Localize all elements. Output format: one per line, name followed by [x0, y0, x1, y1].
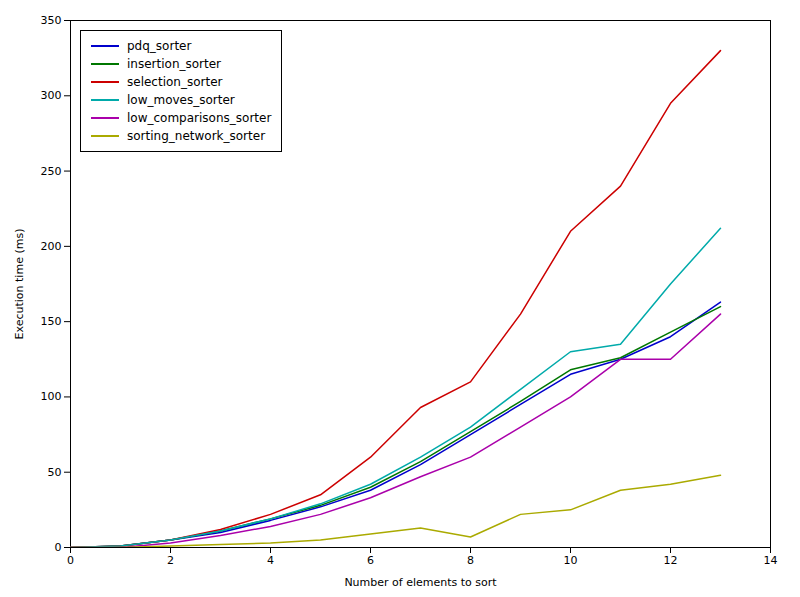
svg-text:2: 2: [167, 554, 174, 567]
svg-text:350: 350: [41, 14, 62, 27]
svg-text:0: 0: [67, 554, 74, 567]
svg-text:Execution time (ms): Execution time (ms): [13, 229, 26, 340]
html-text:insertion_sorter: insertion_sorter: [127, 57, 221, 71]
svg-text:4: 4: [267, 554, 274, 567]
svg-text:8: 8: [467, 554, 474, 567]
html-text:low_comparisons_sorter: low_comparisons_sorter: [127, 111, 272, 125]
svg-text:6: 6: [367, 554, 374, 567]
html-text:sorting_network_sorter: sorting_network_sorter: [127, 129, 266, 143]
html-text:low_moves_sorter: low_moves_sorter: [127, 93, 235, 107]
svg-text:200: 200: [41, 240, 62, 253]
svg-text:100: 100: [41, 390, 62, 403]
svg-text:14: 14: [764, 554, 778, 567]
svg-text:300: 300: [41, 89, 62, 102]
svg-text:250: 250: [41, 165, 62, 178]
html-text:pdq_sorter: pdq_sorter: [127, 39, 192, 53]
svg-text:12: 12: [664, 554, 678, 567]
svg-text:10: 10: [564, 554, 578, 567]
svg-text:50: 50: [48, 466, 62, 479]
svg-text:0: 0: [55, 541, 62, 554]
svg-text:Number of elements to sort: Number of elements to sort: [344, 576, 497, 589]
html-text:selection_sorter: selection_sorter: [127, 75, 223, 89]
svg-text:150: 150: [41, 315, 62, 328]
